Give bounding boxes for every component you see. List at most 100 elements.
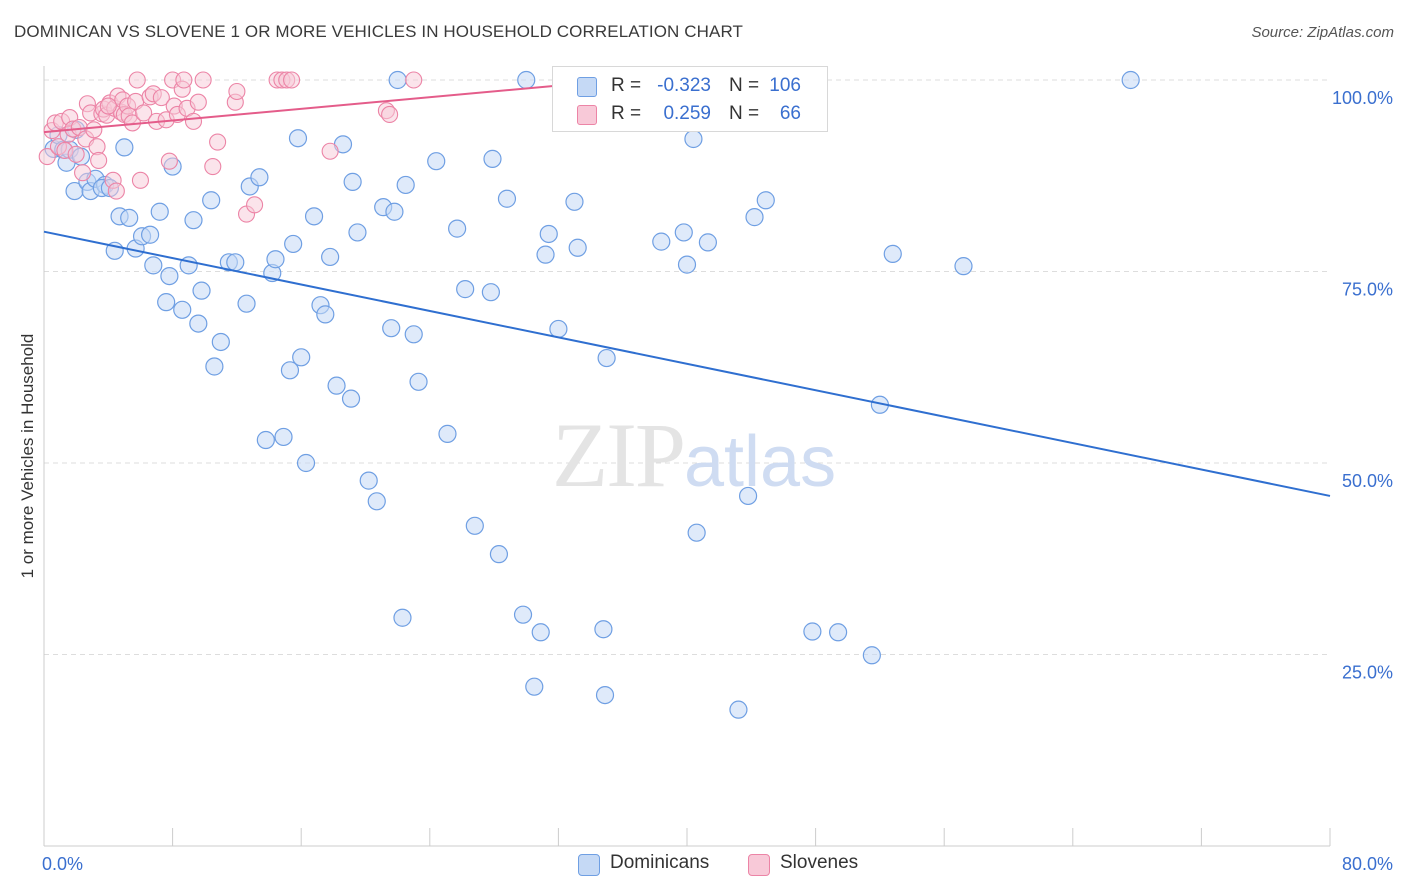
slovenes-legend-swatch [748,854,770,876]
gridlines [44,79,1330,655]
x-tick-label: 0.0% [42,854,83,874]
slovenes-point [189,93,207,111]
slovenes-point [107,182,125,200]
dominicans-legend-swatch [578,854,600,876]
dominicans-point [393,608,412,627]
dominicans-point [489,545,509,564]
slovenes-point [74,164,92,182]
dominicans-point [438,424,457,443]
dominicans-point [266,250,285,269]
dominicans-point [597,348,616,368]
y-tick-label: 50.0% [1342,471,1393,491]
slovenes-point [131,171,149,189]
dominicans-point [698,233,717,252]
n-label: N = [729,103,760,124]
dominicans-point [173,300,192,319]
watermark: ZIPatlas [552,402,836,508]
legend-label-slovenes: Slovenes [780,852,859,873]
slovenes-point [204,158,222,176]
dominicans-point [829,623,848,642]
dominicans-point [226,253,245,272]
slovenes-swatch [577,105,597,125]
dominicans-point [404,325,423,344]
dominicans-point [296,453,316,473]
dominicans-point [396,175,415,195]
dominicans-point [862,646,881,665]
chart-title: DOMINICAN VS SLOVENE 1 OR MORE VEHICLES … [14,22,744,41]
y-tick-label: 75.0% [1342,280,1393,300]
dominicans-point [250,168,269,187]
dominicans-point [115,138,134,157]
slovenes-point [67,145,85,163]
dominicans-point [803,622,822,641]
dominicans-point [595,685,615,705]
slovenes-point [38,148,56,166]
dominicans-point [483,149,502,168]
dominicans-point [539,224,558,244]
dominicans-point [513,605,533,624]
dominicans-point [292,348,311,367]
dominicans-point [304,207,324,226]
dominicans-point [184,211,203,230]
source-label: Source: ZipAtlas.com [1251,24,1394,41]
slovenes-points [38,71,423,223]
dominicans-point [745,208,764,227]
dominicans-point [348,223,367,242]
dominicans-point [189,314,208,333]
dominicans-point [343,172,362,191]
dominicans-point [549,319,568,339]
axes [43,66,1331,847]
dominicans-point [316,305,335,324]
slovenes-point [209,133,227,151]
dominicans-point [456,280,475,299]
slovenes-point [321,142,339,160]
n-label: N = [729,75,760,96]
dominicans-point [211,332,230,352]
dominicans-point [359,471,378,490]
watermark-atlas: atlas [684,422,837,502]
dominicans-point [388,70,407,90]
dominicans-point [140,225,160,244]
dominicans-point [652,232,671,251]
tick-labels: 100.0% 75.0% 50.0% 25.0% 0.0% 80.0% [42,88,1393,874]
dominicans-point [677,255,697,274]
dominicans-point [531,623,550,642]
dominicans-point [536,245,555,264]
dominicans-point [525,677,544,696]
y-axis-label: 1 or more Vehicles in Household [18,333,37,579]
dominicans-point [284,234,303,254]
r-value: 0.259 [663,103,711,124]
dominicans-point [274,427,293,447]
dominicans-point [883,244,902,263]
dominicans-point [321,247,340,267]
dominicans-point [256,430,275,450]
dominicans-point [481,283,500,302]
stats-row-slovenes: R = 0.259 N = 66 [553,99,827,127]
dominicans-point [144,256,163,275]
dominicans-point [160,266,179,286]
slovenes-point [99,97,117,115]
dominicans-point [568,238,587,257]
slovenes-point [160,152,178,170]
dominicans-point [465,516,484,535]
dominicans-point [448,219,467,238]
slovenes-point [194,71,212,89]
dominicans-point [729,700,748,719]
n-value: 106 [769,75,801,96]
slovenes-point [135,104,153,122]
r-label: R = [611,75,642,96]
dominicans-point [157,293,176,312]
slovenes-point [246,196,264,214]
dominicans-trend-line [43,230,1331,497]
dominicans-point [205,357,224,376]
dominicans-point [150,202,169,221]
dominicans-point [497,189,517,208]
slovenes-point [85,121,103,139]
dominicans-point [687,523,706,542]
slovenes-point [228,82,246,101]
slovenes-point [152,89,170,107]
y-tick-label: 25.0% [1342,663,1393,683]
dominicans-point [517,70,536,90]
dominicans-point [684,129,703,149]
